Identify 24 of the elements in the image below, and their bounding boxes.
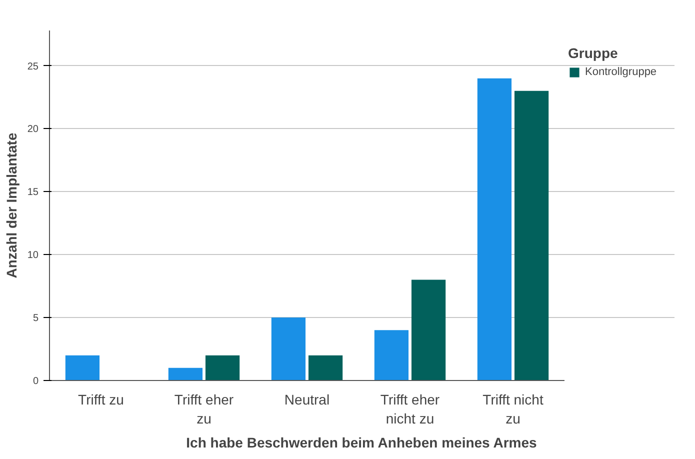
y-tick-label: 10 xyxy=(27,250,39,262)
y-tick-label: 15 xyxy=(27,187,39,198)
bar xyxy=(168,368,203,380)
legend-title: Gruppe xyxy=(568,45,619,61)
x-axis-title: Ich habe Beschwerden beim Anheben meines Armes xyxy=(186,434,538,451)
x-tick-label: Trifft eher zu xyxy=(174,392,234,427)
bar xyxy=(374,330,409,380)
bar xyxy=(65,355,100,380)
y-tick-label: 0 xyxy=(32,376,39,387)
x-tick-label: Trifft nicht zu xyxy=(482,392,544,427)
bar xyxy=(477,78,512,380)
bar xyxy=(411,280,446,380)
x-tick-label: Trifft eher nicht zu xyxy=(380,392,440,427)
legend-label: Kontrollgruppe xyxy=(585,66,657,78)
y-tick-label: 25 xyxy=(27,61,39,72)
x-tick-label: Neutral xyxy=(284,392,330,408)
bar xyxy=(271,318,306,380)
bar xyxy=(514,90,549,380)
x-tick-label: Trifft zu xyxy=(78,392,124,408)
y-tick-label: 20 xyxy=(27,124,39,136)
y-axis-title: Anzahl der Implantate xyxy=(3,132,20,278)
y-tick-label: 5 xyxy=(32,313,39,324)
bar xyxy=(308,355,343,380)
bar xyxy=(205,355,240,380)
